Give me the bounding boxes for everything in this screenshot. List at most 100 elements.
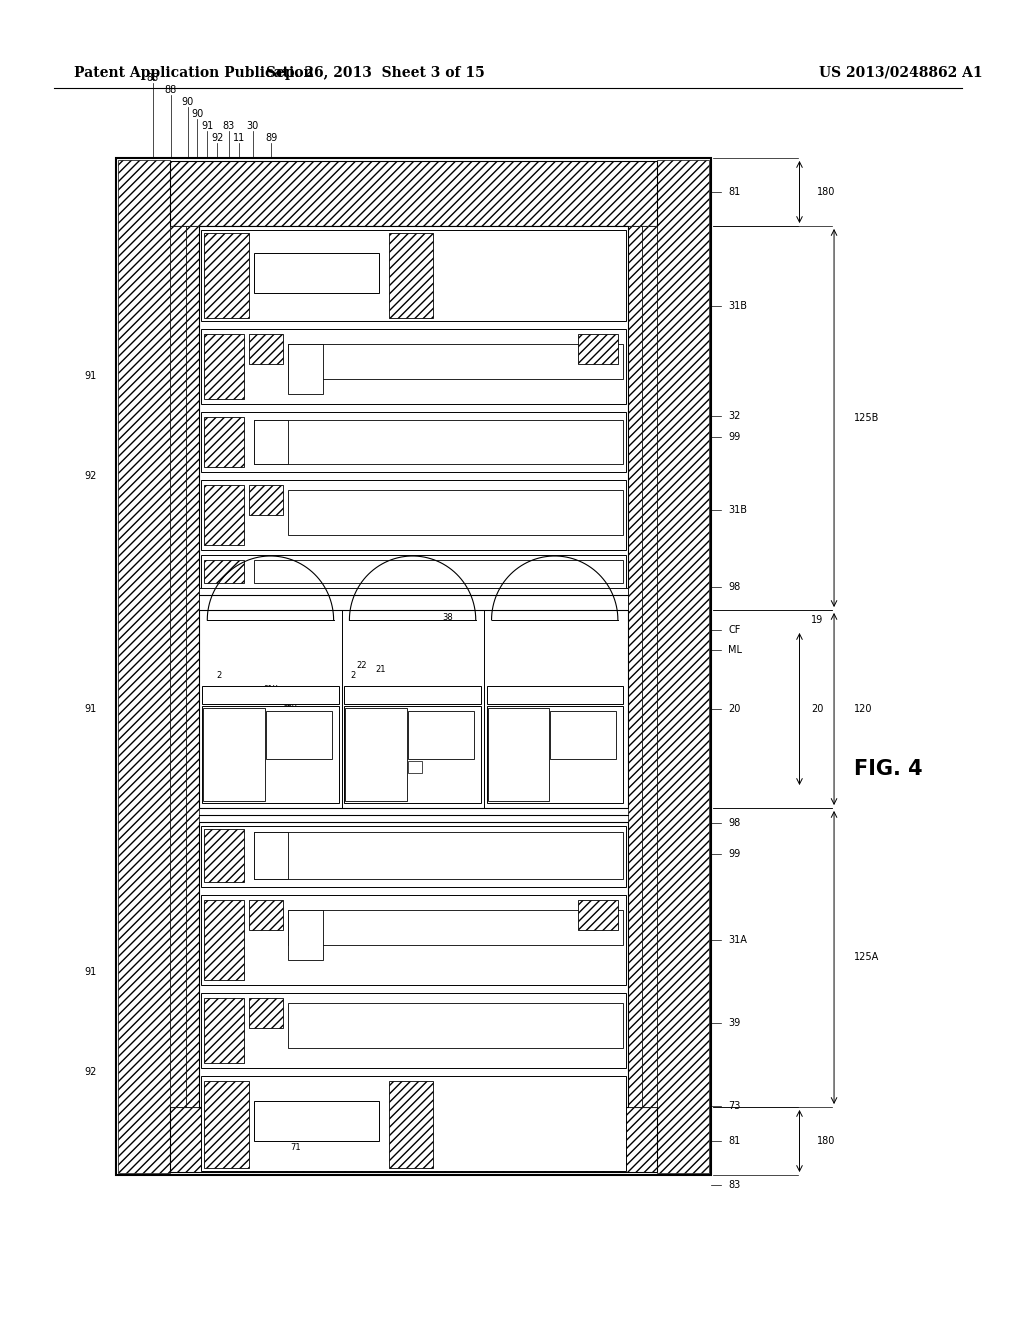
Text: 180: 180 (817, 1137, 836, 1146)
Text: 7: 7 (267, 1122, 273, 1130)
Bar (579, 900, 617, 931)
Text: 71: 71 (290, 1143, 300, 1152)
Bar (202, 1076, 626, 1171)
Text: 83: 83 (728, 1180, 740, 1191)
Bar (345, 708, 407, 801)
Text: FIG. 4: FIG. 4 (854, 759, 923, 779)
Bar (254, 832, 623, 879)
Bar (185, 226, 200, 1107)
Bar (254, 420, 288, 465)
Bar (288, 345, 323, 393)
Bar (200, 226, 628, 1107)
Bar (486, 706, 623, 803)
Bar (249, 484, 284, 515)
Text: US 2013/0248862 A1: US 2013/0248862 A1 (819, 66, 983, 81)
Text: 1: 1 (466, 721, 471, 730)
Bar (202, 993, 626, 1068)
Text: 92: 92 (211, 133, 223, 143)
Bar (657, 160, 709, 1173)
Text: 98: 98 (728, 818, 740, 828)
Text: 31A: 31A (728, 935, 748, 945)
Bar (288, 345, 623, 379)
Bar (288, 909, 623, 945)
Bar (344, 686, 480, 704)
Text: 32: 32 (728, 411, 740, 421)
Text: 180: 180 (817, 187, 836, 197)
Bar (389, 234, 433, 318)
Text: 10,11: 10,11 (402, 774, 423, 780)
Bar (202, 480, 626, 550)
Bar (205, 234, 249, 318)
Text: 19: 19 (811, 615, 823, 624)
Bar (249, 900, 284, 931)
Text: 92: 92 (84, 1067, 96, 1077)
Bar (628, 226, 642, 1107)
Text: PD: PD (434, 730, 446, 739)
Text: 91: 91 (84, 371, 96, 381)
Text: 98: 98 (728, 582, 740, 591)
Bar (205, 900, 244, 979)
Text: CF: CF (728, 624, 740, 635)
Bar (579, 334, 617, 364)
Text: 6: 6 (413, 690, 418, 700)
Text: 73: 73 (304, 1126, 315, 1135)
Text: 20: 20 (811, 704, 823, 714)
Bar (203, 706, 339, 803)
Bar (389, 1081, 433, 1168)
Text: 89: 89 (265, 133, 278, 143)
Bar (344, 706, 480, 803)
Bar (205, 829, 244, 882)
Bar (288, 1003, 623, 1048)
Text: 90: 90 (181, 96, 194, 107)
Bar (205, 560, 244, 583)
Bar (203, 686, 339, 704)
Bar (249, 998, 284, 1028)
Text: CFX: CFX (283, 705, 298, 714)
Text: 83: 83 (223, 121, 236, 131)
Bar (288, 909, 323, 960)
Text: 6(60): 6(60) (403, 764, 422, 771)
Bar (170, 161, 657, 226)
Text: 85: 85 (146, 73, 159, 83)
Text: 39: 39 (728, 1018, 740, 1028)
Bar (200, 226, 628, 587)
Bar (117, 158, 711, 1175)
Text: 30: 30 (247, 121, 259, 131)
Text: 81X: 81X (263, 685, 278, 694)
Bar (254, 560, 623, 583)
Text: 120: 120 (854, 704, 872, 714)
Bar (408, 711, 474, 759)
Text: ED: ED (514, 711, 524, 721)
Bar (202, 826, 626, 887)
Bar (202, 329, 626, 404)
Text: ED: ED (229, 711, 241, 721)
Text: 88: 88 (165, 84, 177, 95)
Text: 81: 81 (728, 187, 740, 197)
Bar (204, 708, 264, 801)
Text: 90: 90 (191, 110, 204, 119)
Bar (254, 420, 623, 465)
Text: 92: 92 (84, 471, 96, 480)
Text: 125A: 125A (854, 952, 879, 962)
Text: 125B: 125B (854, 413, 880, 422)
Bar (487, 708, 549, 801)
Bar (200, 610, 628, 808)
Text: ML: ML (728, 645, 742, 655)
Text: 21: 21 (376, 665, 386, 675)
Bar (249, 334, 284, 364)
Bar (202, 230, 626, 321)
Text: 38: 38 (442, 614, 454, 623)
Text: Sep. 26, 2013  Sheet 3 of 15: Sep. 26, 2013 Sheet 3 of 15 (265, 66, 484, 81)
Text: 91: 91 (84, 704, 96, 714)
Bar (205, 484, 244, 545)
Text: PD: PD (577, 730, 588, 739)
Bar (265, 711, 332, 759)
Bar (642, 226, 657, 1107)
Text: 91: 91 (84, 968, 96, 977)
Text: 2: 2 (216, 671, 222, 680)
Bar (205, 1081, 249, 1168)
Bar (205, 334, 244, 399)
Text: 31B: 31B (728, 506, 748, 515)
Text: 73: 73 (728, 1101, 740, 1111)
Text: 11: 11 (232, 133, 245, 143)
